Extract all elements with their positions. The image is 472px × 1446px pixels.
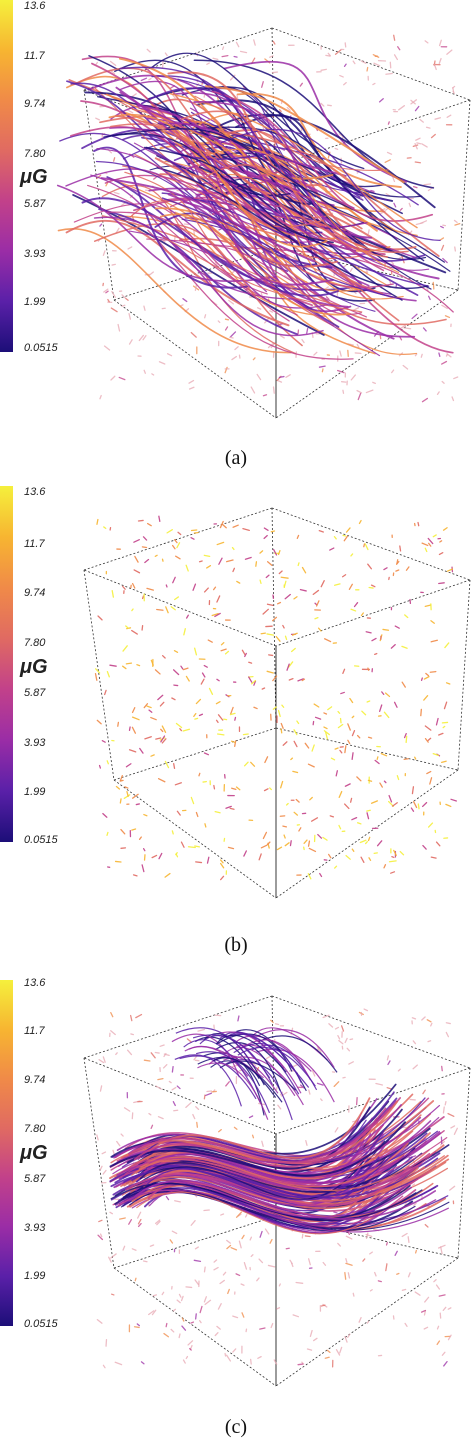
colorbar-unit-b: μG <box>20 656 48 678</box>
colorbar-tick-b-4: 5.87 <box>24 687 46 699</box>
colorbar-tick-b-0: 13.6 <box>24 486 46 498</box>
colorbar-unit-a: μG <box>20 166 48 188</box>
colorbar-tick-c-2: 9.74 <box>24 1074 46 1086</box>
colorbar-tick-a-3: 7.80 <box>24 148 46 160</box>
colorbar-a <box>0 0 13 352</box>
colorbar-tick-c-1: 11.7 <box>24 1025 45 1037</box>
colorbar-b <box>0 486 13 842</box>
colorbar-tick-a-1: 11.7 <box>24 50 45 62</box>
colorbar-tick-b-5: 3.93 <box>24 737 46 749</box>
caption-b: (b) <box>224 934 248 956</box>
panel-c: 13.6 11.7 9.74 7.80 μG 5.87 3.93 1.99 0.… <box>0 968 472 1446</box>
colorbar-tick-c-3: 7.80 <box>24 1123 46 1135</box>
caption-a: (a) <box>224 447 248 469</box>
colorbar-unit-c: μG <box>20 1142 48 1164</box>
colorbar-tick-a-5: 3.93 <box>24 248 46 260</box>
streamline-cube-c <box>83 995 471 1387</box>
colorbar-tick-b-2: 9.74 <box>24 587 46 599</box>
colorbar-tick-b-3: 7.80 <box>24 637 46 649</box>
colorbar-tick-c-4: 5.87 <box>24 1173 46 1185</box>
streamline-cube-b <box>83 507 471 899</box>
colorbar-tick-a-7: 0.0515 <box>24 342 58 354</box>
panel-a: 13.6 11.7 9.74 7.80 μG 5.87 3.93 1.99 0.… <box>0 0 472 480</box>
colorbar-tick-b-7: 0.0515 <box>24 834 58 846</box>
colorbar-tick-b-6: 1.99 <box>24 786 46 798</box>
colorbar-tick-c-6: 1.99 <box>24 1270 46 1282</box>
colorbar-tick-a-0: 13.6 <box>24 0 46 12</box>
colorbar-tick-c-7: 0.0515 <box>24 1318 58 1330</box>
colorbar-tick-c-5: 3.93 <box>24 1222 46 1234</box>
colorbar-tick-a-4: 5.87 <box>24 198 46 210</box>
caption-c: (c) <box>224 1416 248 1438</box>
colorbar-tick-a-2: 9.74 <box>24 98 46 110</box>
streamline-cube-a <box>56 27 471 419</box>
colorbar-tick-a-6: 1.99 <box>24 296 46 308</box>
panel-b: 13.6 11.7 9.74 7.80 μG 5.87 3.93 1.99 0.… <box>0 480 472 968</box>
colorbar-c <box>0 980 13 1326</box>
colorbar-tick-c-0: 13.6 <box>24 977 46 989</box>
colorbar-tick-b-1: 11.7 <box>24 538 45 550</box>
